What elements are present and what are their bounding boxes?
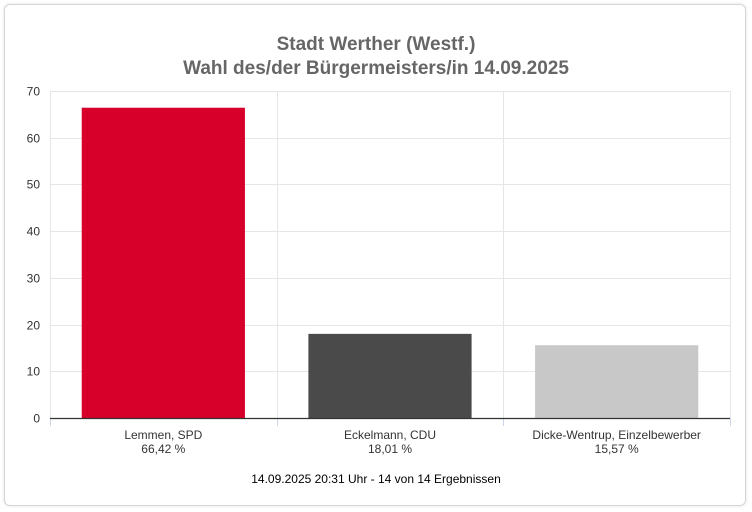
y-tick-label: 10 <box>27 365 41 379</box>
y-tick-label: 20 <box>27 319 41 333</box>
y-tick-label: 70 <box>27 85 41 99</box>
chart-subtitle: Wahl des/der Bürgermeisters/in 14.09.202… <box>183 58 569 79</box>
y-tick-label: 50 <box>27 178 41 192</box>
x-value-label: 18,01 % <box>368 442 412 456</box>
y-tick-label: 0 <box>33 412 40 426</box>
bar-3[interactable] <box>535 345 699 418</box>
y-tick-label: 40 <box>27 225 41 239</box>
chart-title: Stadt Werther (Westf.) <box>276 34 476 55</box>
x-category-label: Lemmen, SPD <box>124 428 202 442</box>
y-tick-label: 30 <box>27 272 41 286</box>
y-tick-label: 60 <box>27 132 41 146</box>
x-value-label: 15,57 % <box>595 442 639 456</box>
results-footer: 14.09.2025 20:31 Uhr - 14 von 14 Ergebni… <box>251 472 501 486</box>
x-category-label: Eckelmann, CDU <box>344 428 436 442</box>
bar-2[interactable] <box>308 333 472 418</box>
x-category-label: Dicke-Wentrup, Einzelbewerber <box>532 428 701 442</box>
x-value-label: 66,42 % <box>141 442 185 456</box>
bar-1[interactable] <box>81 107 245 418</box>
